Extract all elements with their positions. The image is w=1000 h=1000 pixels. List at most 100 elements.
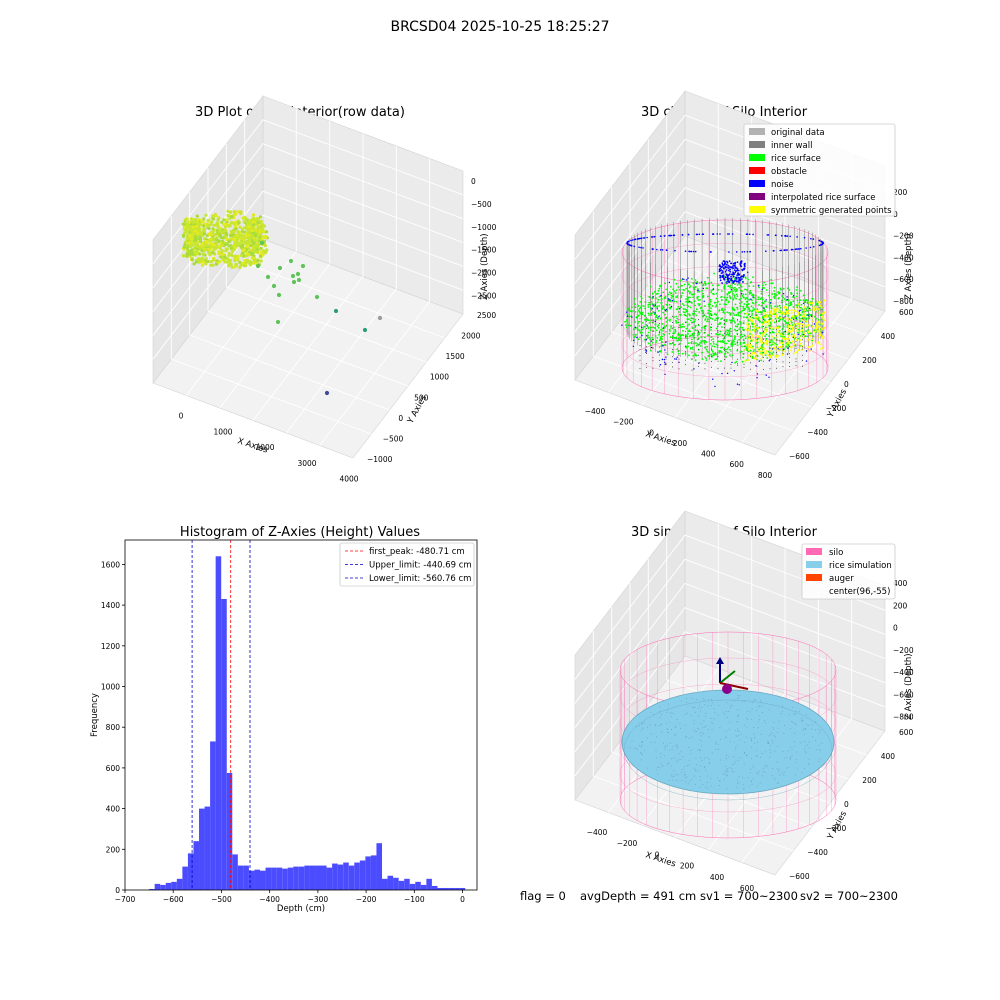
- classify-rice-point: [769, 298, 772, 301]
- classify-rice-point: [688, 283, 690, 286]
- classify-rice-point: [732, 298, 734, 301]
- simulation-rice-point: [768, 735, 770, 737]
- classify-rice-point: [657, 310, 660, 312]
- raw-data-point: [250, 229, 254, 233]
- classify-rice-point: [674, 328, 677, 331]
- classify-rice-point: [668, 342, 671, 345]
- classify-rice-point: [647, 303, 650, 306]
- classify-rice-point: [686, 337, 689, 340]
- classify-depth-point: [678, 337, 680, 339]
- classify-y-tick-label: 600: [899, 308, 914, 317]
- classify-noise-point: [748, 233, 751, 236]
- classify-rice-point: [787, 299, 790, 302]
- simulation-rice-point: [726, 788, 728, 790]
- classify-rice-point: [705, 348, 708, 351]
- classify-symmetric-point: [791, 326, 794, 329]
- classify-noise-point: [700, 281, 703, 283]
- simulation-rice-point: [749, 711, 751, 713]
- classify-symmetric-point: [816, 330, 819, 333]
- histogram-x-tick-label: −700: [115, 895, 136, 904]
- simulation-rice-point: [746, 726, 748, 728]
- simulation-rice-point: [704, 757, 705, 759]
- simulation-rice-point: [795, 724, 797, 726]
- classify-symmetric-point: [756, 347, 759, 350]
- classify-rice-point: [736, 284, 739, 286]
- simulation-rice-point: [814, 729, 816, 731]
- raw-y-tick-label: 500: [414, 393, 429, 402]
- raw-data-point: [215, 238, 219, 242]
- classify-noise-point: [772, 250, 775, 252]
- classify-noise-point: [726, 260, 728, 263]
- panel-raw-3d: 3D Plot of Silo Interior(row data) 01000…: [152, 95, 497, 484]
- classify-rice-point: [816, 302, 818, 305]
- classify-rice-point: [748, 298, 751, 301]
- simulation-rice-point: [697, 749, 699, 751]
- classify-symmetric-point: [777, 330, 780, 333]
- classify-noise-point: [743, 265, 746, 268]
- raw-data-point: [248, 263, 252, 267]
- simulation-rice-point: [725, 765, 727, 767]
- classify-rice-point: [723, 323, 726, 326]
- classify-noise-point: [723, 278, 725, 281]
- classify-rice-point: [749, 349, 752, 352]
- classify-depth-point: [665, 317, 667, 319]
- classify-symmetric-point: [806, 338, 809, 341]
- simulation-rice-point: [676, 779, 678, 781]
- classify-rice-point: [723, 286, 726, 289]
- raw-data-point: [235, 244, 239, 248]
- simulation-rice-point: [755, 699, 756, 701]
- raw-data-point: [246, 231, 251, 235]
- classify-rice-point: [751, 323, 754, 326]
- classify-noise-point: [662, 327, 665, 329]
- classify-rice-point: [702, 311, 705, 313]
- classify-depth-point: [743, 320, 745, 322]
- classify-noise-point: [685, 279, 688, 281]
- simulation-rice-point: [711, 752, 713, 754]
- classify-rice-point: [686, 313, 689, 315]
- classify-noise-point: [786, 249, 788, 251]
- classify-rice-point: [679, 326, 682, 328]
- classify-depth-point: [678, 354, 680, 356]
- classify-noise-point: [654, 320, 656, 323]
- simulation-rice-point: [767, 741, 769, 743]
- classify-rice-point: [656, 337, 659, 339]
- classify-depth-point: [724, 322, 725, 324]
- simulation-rice-point: [666, 764, 668, 766]
- raw-data-point: [324, 390, 330, 396]
- classify-rice-point: [650, 307, 652, 310]
- raw-data-point: [231, 250, 235, 254]
- classify-noise-point: [756, 373, 759, 375]
- simulation-rice-point: [655, 757, 657, 759]
- classify-rice-point: [773, 321, 776, 324]
- classify-depth-point: [737, 363, 738, 365]
- classify-rice-point: [665, 321, 668, 323]
- simulation-z-tick-label: −400: [893, 668, 914, 677]
- raw-data-point: [214, 214, 218, 218]
- classify-rice-point: [724, 335, 726, 338]
- classify-noise-point: [634, 326, 636, 328]
- simulation-rice-point: [804, 748, 805, 749]
- simulation-rice-point: [736, 736, 738, 737]
- classify-symmetric-point: [765, 330, 768, 333]
- classify-symmetric-point: [798, 335, 801, 338]
- classify-rice-point: [726, 348, 729, 350]
- classify-noise-point: [732, 262, 735, 265]
- classify-rice-point: [761, 296, 763, 299]
- classify-rice-point: [692, 286, 695, 289]
- simulation-rice-point: [756, 749, 757, 751]
- simulation-rice-point: [679, 722, 681, 724]
- simulation-rice-point: [743, 724, 745, 726]
- classify-noise-point: [822, 242, 824, 244]
- simulation-rice-point: [750, 737, 752, 739]
- simulation-rice-point: [737, 697, 738, 699]
- classify-noise-point: [633, 245, 636, 248]
- raw-data-point: [211, 263, 215, 267]
- classify-depth-point: [717, 318, 719, 320]
- classify-noise-point: [719, 269, 721, 272]
- raw-data-point: [260, 226, 264, 230]
- histogram-bar: [426, 878, 432, 890]
- classify-rice-point: [761, 325, 764, 328]
- classify-depth-point: [737, 334, 738, 336]
- classify-depth-point: [665, 344, 667, 346]
- classify-rice-point: [679, 279, 682, 282]
